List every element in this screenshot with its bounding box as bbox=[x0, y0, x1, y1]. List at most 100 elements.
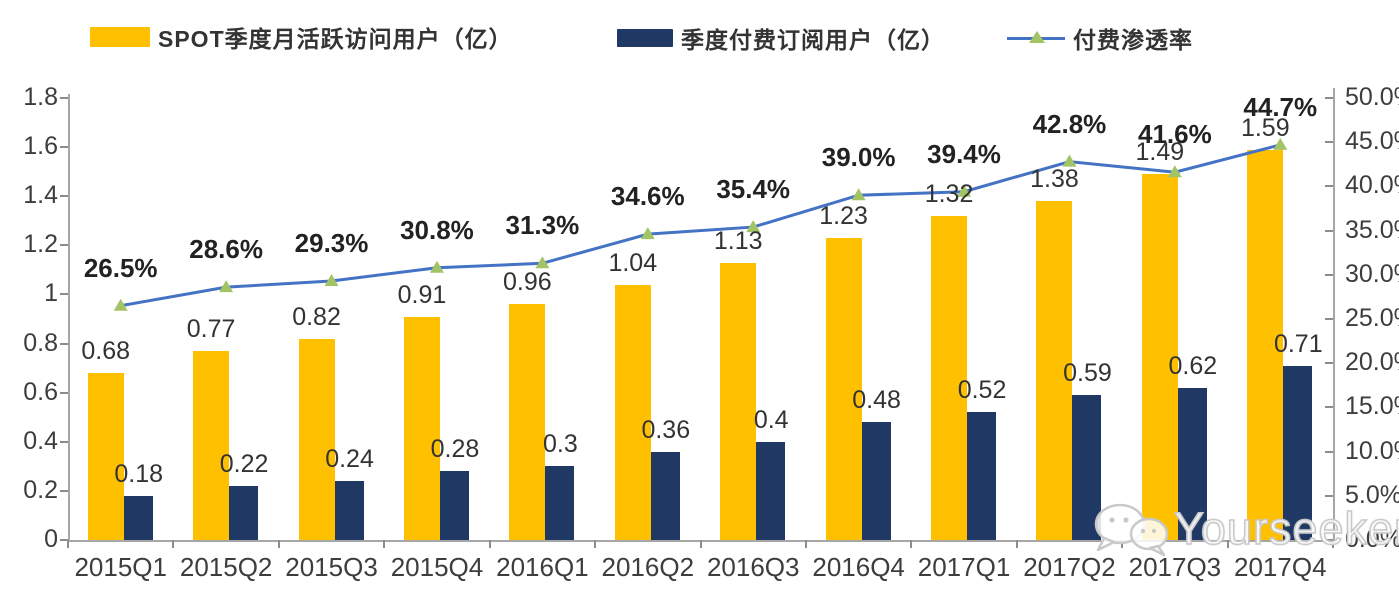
subscribers-value-label: 0.71 bbox=[1273, 329, 1323, 358]
x-axis-category-label: 2017Q1 bbox=[917, 552, 1011, 582]
left-axis-tick bbox=[60, 539, 68, 541]
penetration-percent-label: 41.6% bbox=[1138, 119, 1212, 150]
subscribers-value-label: 0.48 bbox=[852, 386, 901, 415]
subscribers-bar-swatch-icon bbox=[617, 29, 673, 47]
legend-item-penetration: 付费渗透率 bbox=[1007, 21, 1193, 55]
left-axis-tick-label: 1.2 bbox=[23, 230, 58, 259]
left-axis-tick bbox=[60, 244, 68, 247]
right-axis-tick bbox=[1325, 362, 1333, 365]
right-axis-tick bbox=[1325, 229, 1333, 232]
right-axis-line bbox=[1333, 88, 1335, 542]
subscribers-value-label: 0.24 bbox=[325, 445, 374, 474]
legend-label-subscribers: 季度付费订阅用户（亿） bbox=[681, 27, 945, 53]
x-axis-category-label: 2017Q4 bbox=[1234, 552, 1327, 582]
penetration-percent-label: 30.8% bbox=[400, 214, 474, 245]
left-axis-tick bbox=[60, 391, 68, 394]
left-axis-tick-label: 0.4 bbox=[23, 426, 58, 455]
right-axis-tick bbox=[1325, 185, 1333, 188]
subscribers-bar bbox=[1072, 395, 1102, 540]
mau-bar bbox=[720, 262, 757, 540]
mau-value-label: 1.13 bbox=[713, 226, 763, 255]
mau-value-label: 1.38 bbox=[1030, 165, 1079, 194]
left-axis-tick-label: 1.8 bbox=[23, 83, 58, 111]
mau-value-label: 0.68 bbox=[81, 337, 131, 366]
subscribers-value-label: 0.36 bbox=[641, 415, 691, 444]
right-axis-tick-label: 20.0% bbox=[1345, 348, 1399, 377]
mau-bar bbox=[87, 373, 124, 540]
subscribers-bar bbox=[123, 495, 153, 540]
mau-bar bbox=[509, 304, 546, 540]
penetration-marker-triangle bbox=[324, 273, 339, 286]
subscribers-bar bbox=[229, 485, 259, 540]
penetration-percent-label: 44.7% bbox=[1243, 91, 1318, 122]
right-axis-tick bbox=[1325, 450, 1333, 453]
penetration-marker-triangle bbox=[851, 188, 866, 201]
subscribers-bar bbox=[334, 481, 364, 540]
bottom-axis-line bbox=[68, 540, 1335, 542]
watermark: Yourseeker bbox=[1092, 500, 1399, 558]
subscribers-value-label: 0.22 bbox=[219, 449, 269, 478]
penetration-line-swatch-icon bbox=[1007, 28, 1065, 48]
subscribers-bar bbox=[1283, 365, 1313, 540]
mau-value-label: 0.77 bbox=[186, 314, 236, 343]
penetration-marker-triangle bbox=[113, 298, 128, 311]
mau-value-label: 1.49 bbox=[1135, 138, 1185, 167]
x-axis-category-label: 2015Q4 bbox=[390, 552, 484, 582]
x-axis-category-label: 2015Q3 bbox=[285, 552, 378, 582]
subscribers-value-label: 0.62 bbox=[1168, 351, 1218, 380]
left-axis-tick-label: 0.2 bbox=[23, 475, 58, 504]
left-axis-tick-label: 1.4 bbox=[23, 181, 58, 210]
x-axis-boundary-tick bbox=[172, 540, 175, 548]
mau-bar bbox=[614, 284, 651, 540]
penetration-percent-label: 34.6% bbox=[610, 181, 685, 212]
legend-label-penetration: 付费渗透率 bbox=[1073, 27, 1193, 53]
legend-item-subscribers: 季度付费订阅用户（亿） bbox=[617, 21, 945, 55]
wechat-bubbles-icon bbox=[1094, 503, 1169, 557]
subscribers-bar bbox=[756, 441, 786, 540]
left-axis-tick-label: 1 bbox=[44, 279, 58, 308]
x-axis-boundary-tick bbox=[910, 540, 913, 548]
left-axis-tick-label: 0.6 bbox=[23, 377, 58, 406]
right-axis-tick bbox=[1325, 406, 1333, 409]
subscribers-value-label: 0.4 bbox=[753, 405, 789, 434]
penetration-percent-label: 26.5% bbox=[83, 252, 158, 283]
subscribers-value-label: 0.18 bbox=[114, 459, 164, 488]
left-axis-tick bbox=[60, 97, 68, 99]
left-axis-tick bbox=[60, 440, 68, 443]
right-axis-tick-label: 0.0% bbox=[1345, 525, 1399, 553]
penetration-percent-label: 42.8% bbox=[1032, 108, 1107, 139]
x-axis-boundary-tick bbox=[67, 540, 69, 548]
subscribers-bar bbox=[545, 466, 575, 540]
x-axis-boundary-tick bbox=[1226, 540, 1229, 548]
penetration-marker-triangle bbox=[429, 260, 444, 273]
x-axis-boundary-tick bbox=[488, 540, 491, 548]
penetration-percent-label: 29.3% bbox=[294, 227, 369, 258]
watermark-text: Yourseeker bbox=[1173, 502, 1399, 555]
right-axis-tick-label: 30.0% bbox=[1345, 259, 1399, 288]
left-axis-tick bbox=[60, 489, 68, 492]
subscribers-bar bbox=[861, 422, 891, 540]
left-axis-tick bbox=[60, 195, 68, 198]
x-axis-category-label: 2016Q4 bbox=[812, 552, 905, 582]
right-axis-tick bbox=[1325, 141, 1333, 144]
legend-label-mau: SPOT季度月活跃访问用户（亿） bbox=[158, 26, 513, 52]
mau-value-label: 0.96 bbox=[503, 268, 552, 297]
subscribers-value-label: 0.3 bbox=[542, 430, 578, 459]
mau-value-label: 1.32 bbox=[924, 179, 974, 208]
subscribers-bar bbox=[967, 412, 997, 540]
penetration-percent-label: 39.4% bbox=[927, 138, 1001, 169]
left-axis-tick-label: 0.8 bbox=[23, 328, 58, 357]
penetration-percent-label: 39.0% bbox=[821, 142, 896, 173]
subscribers-bar bbox=[1177, 387, 1207, 540]
right-axis-tick-label: 15.0% bbox=[1345, 392, 1399, 421]
penetration-percent-label: 31.3% bbox=[505, 210, 580, 241]
mau-bar bbox=[298, 338, 335, 540]
right-axis-tick-label: 35.0% bbox=[1345, 215, 1399, 244]
left-axis-line bbox=[68, 94, 70, 542]
legend-item-mau: SPOT季度月活跃访问用户（亿） bbox=[90, 20, 513, 54]
subscribers-value-label: 0.59 bbox=[1063, 359, 1112, 388]
x-axis-category-label: 2015Q2 bbox=[179, 552, 273, 582]
x-axis-category-label: 2017Q3 bbox=[1128, 552, 1222, 582]
x-axis-category-label: 2016Q2 bbox=[601, 552, 695, 582]
x-axis-category-label: 2016Q3 bbox=[706, 552, 800, 582]
